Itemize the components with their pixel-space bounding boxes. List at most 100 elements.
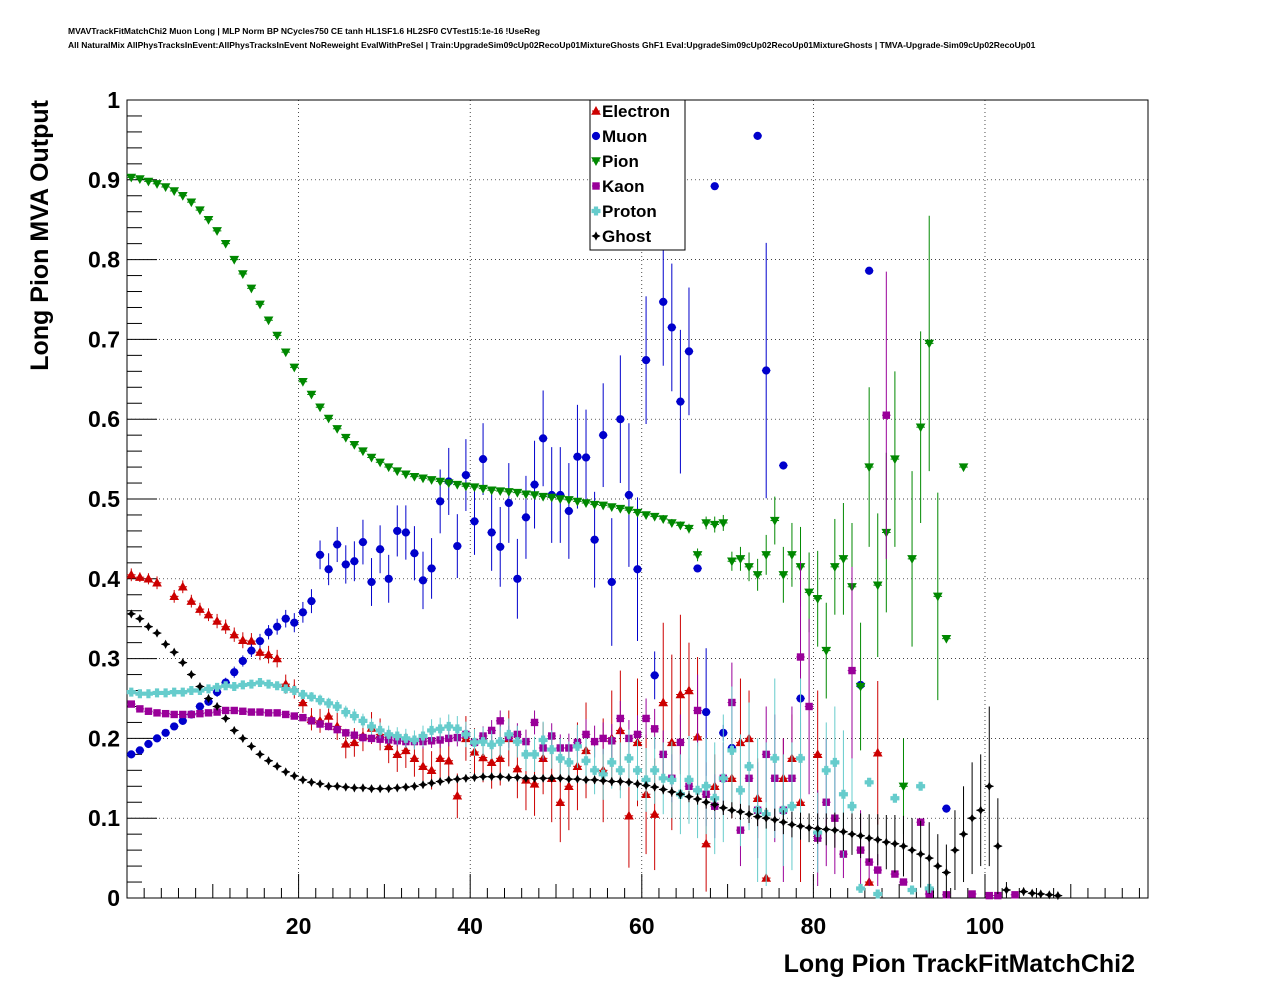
- data-point-ghost: [1001, 882, 1012, 898]
- data-point-muon: [504, 463, 514, 543]
- data-point-electron: [143, 573, 154, 585]
- data-point-electron: [229, 627, 240, 642]
- marker: [872, 581, 883, 591]
- marker: [486, 486, 497, 496]
- marker: [864, 463, 875, 473]
- marker: [323, 711, 334, 720]
- marker: [916, 849, 926, 859]
- data-point-pion: [589, 500, 600, 510]
- marker: [572, 741, 582, 751]
- data-point-pion: [332, 425, 343, 434]
- data-point-proton: [701, 738, 711, 835]
- data-point-pion: [203, 216, 214, 225]
- data-point-ghost: [821, 813, 831, 846]
- data-point-pion: [924, 215, 935, 472]
- data-point-ghost: [521, 773, 531, 783]
- data-point-pion: [160, 183, 171, 193]
- marker: [306, 777, 317, 787]
- data-point-pion: [864, 387, 875, 547]
- marker: [538, 773, 548, 783]
- y-tick-label: 0.4: [88, 566, 120, 592]
- marker: [196, 709, 204, 718]
- data-point-ghost: [298, 775, 308, 785]
- marker: [658, 773, 668, 783]
- data-point-pion: [624, 506, 634, 516]
- data-point-proton: [521, 737, 531, 772]
- data-point-pion: [366, 453, 377, 463]
- marker: [606, 503, 617, 513]
- data-point-ghost: [538, 773, 548, 783]
- marker: [590, 765, 600, 775]
- data-point-muon: [461, 439, 471, 511]
- marker: [667, 775, 677, 785]
- data-point-kaon: [693, 674, 702, 747]
- data-point-pion: [289, 363, 300, 373]
- data-point-electron: [203, 608, 214, 622]
- data-point-muon: [453, 514, 462, 579]
- marker: [469, 483, 480, 493]
- data-point-pion: [941, 634, 952, 644]
- marker: [495, 772, 505, 782]
- data-point-proton: [186, 686, 196, 696]
- marker: [203, 216, 214, 225]
- legend: Electron Muon Pion Kaon Proton Ghost: [589, 99, 686, 251]
- marker: [152, 734, 162, 743]
- marker: [942, 804, 951, 813]
- data-point-muon: [942, 804, 951, 813]
- marker: [161, 639, 171, 649]
- marker: [572, 774, 583, 784]
- data-point-proton: [367, 718, 377, 735]
- data-point-electron: [152, 576, 162, 590]
- marker: [487, 772, 497, 782]
- marker: [350, 731, 359, 739]
- marker: [136, 705, 144, 713]
- marker: [487, 740, 497, 750]
- marker: [521, 773, 531, 783]
- marker: [203, 693, 214, 704]
- marker: [658, 784, 668, 795]
- data-point-muon: [418, 551, 428, 610]
- marker: [307, 717, 316, 725]
- marker: [375, 725, 385, 735]
- data-point-muon: [555, 447, 565, 543]
- data-point-ghost: [126, 609, 136, 619]
- data-point-ghost: [281, 767, 291, 777]
- data-point-electron: [872, 680, 883, 825]
- marker: [812, 595, 823, 604]
- marker: [503, 488, 514, 497]
- data-point-ghost: [444, 775, 454, 785]
- marker: [813, 823, 823, 834]
- marker: [144, 739, 153, 749]
- x-tick-label: 80: [801, 913, 827, 939]
- marker: [564, 506, 573, 516]
- marker: [968, 890, 976, 898]
- data-point-muon: [470, 487, 479, 555]
- marker: [830, 757, 840, 767]
- data-point-pion: [641, 511, 651, 520]
- data-point-muon: [195, 702, 205, 711]
- marker: [864, 833, 874, 843]
- marker: [384, 574, 393, 583]
- marker: [229, 682, 239, 692]
- marker: [821, 765, 831, 775]
- data-point-proton: [272, 681, 282, 691]
- data-point-muon: [676, 329, 685, 474]
- marker: [452, 774, 462, 784]
- data-point-ghost: [427, 778, 437, 788]
- data-point-pion: [195, 206, 205, 216]
- marker: [392, 783, 402, 793]
- legend-label: Ghost: [602, 227, 651, 246]
- marker: [512, 488, 523, 498]
- marker: [709, 520, 720, 530]
- data-point-pion: [727, 551, 737, 571]
- marker: [838, 827, 848, 837]
- marker: [212, 616, 222, 625]
- data-point-proton: [727, 686, 737, 815]
- data-point-ghost: [212, 701, 222, 712]
- marker: [607, 776, 617, 787]
- marker: [332, 425, 343, 434]
- data-point-pion: [435, 477, 446, 487]
- data-point-muon: [693, 564, 702, 573]
- marker: [418, 474, 428, 484]
- marker: [324, 722, 333, 731]
